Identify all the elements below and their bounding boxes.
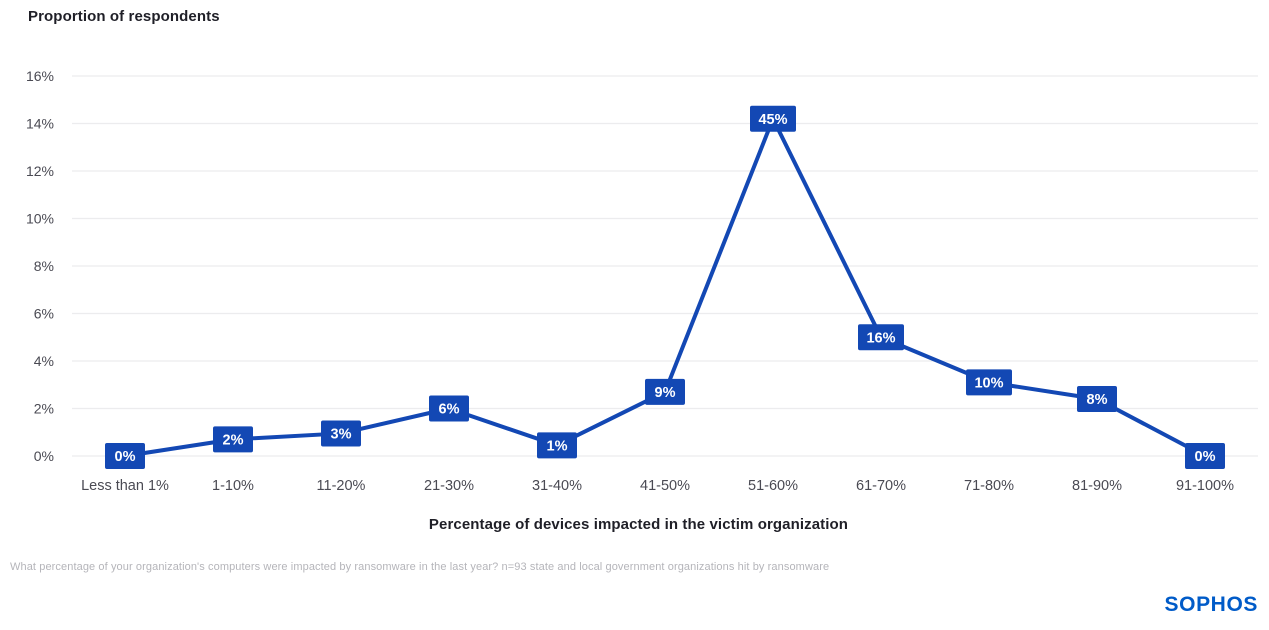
chart-title: Proportion of respondents (28, 8, 220, 25)
x-tick-label: 21-30% (424, 478, 474, 494)
data-label-box (645, 378, 685, 405)
data-label: 10% (974, 375, 1003, 391)
data-label: 2% (223, 432, 244, 448)
x-axis-title: Percentage of devices impacted in the vi… (428, 516, 849, 533)
data-label: 9% (655, 385, 676, 401)
x-tick-label: 1-10% (212, 478, 254, 494)
x-tick-label: 31-40% (532, 478, 582, 494)
data-label-box (105, 443, 145, 469)
data-label: 45% (758, 112, 787, 128)
x-tick-label: 81-90% (1072, 478, 1122, 494)
x-tick-label: 71-80% (964, 478, 1014, 494)
y-tick-label: 12% (26, 163, 54, 179)
data-label-box (321, 420, 361, 447)
data-label: 1% (547, 438, 568, 454)
y-tick-label: 6% (34, 306, 54, 322)
y-tick-label: 8% (34, 258, 54, 274)
data-label: 6% (439, 402, 460, 418)
data-label-box (213, 426, 253, 453)
y-tick-label: 2% (34, 401, 54, 417)
data-label-box (750, 105, 796, 132)
x-tick-label: Less than 1% (81, 478, 169, 494)
x-tick-label: 51-60% (748, 478, 798, 494)
data-label-box (1185, 443, 1225, 469)
data-label: 0% (1195, 449, 1216, 465)
y-tick-label: 14% (26, 116, 54, 132)
y-tick-label: 4% (34, 353, 54, 369)
sophos-logo: SOPHOS (1164, 593, 1258, 616)
data-label-box (429, 395, 469, 422)
x-tick-label: 61-70% (856, 478, 906, 494)
data-label-box (966, 369, 1012, 396)
data-label-box (537, 432, 577, 459)
data-label: 0% (115, 449, 136, 465)
footnote: What percentage of your organization's c… (10, 561, 830, 573)
data-label: 16% (866, 330, 895, 346)
x-tick-label: 91-100% (1176, 478, 1234, 494)
data-label: 8% (1087, 392, 1108, 408)
data-label-box (858, 324, 904, 351)
y-tick-label: 0% (34, 448, 54, 464)
y-tick-label: 16% (26, 68, 54, 84)
x-tick-label: 11-20% (317, 478, 366, 494)
y-tick-label: 10% (26, 211, 54, 227)
data-label-box (1077, 386, 1117, 412)
data-label: 3% (331, 426, 352, 442)
series-line (123, 116, 1207, 458)
x-tick-label: 41-50% (640, 478, 690, 494)
